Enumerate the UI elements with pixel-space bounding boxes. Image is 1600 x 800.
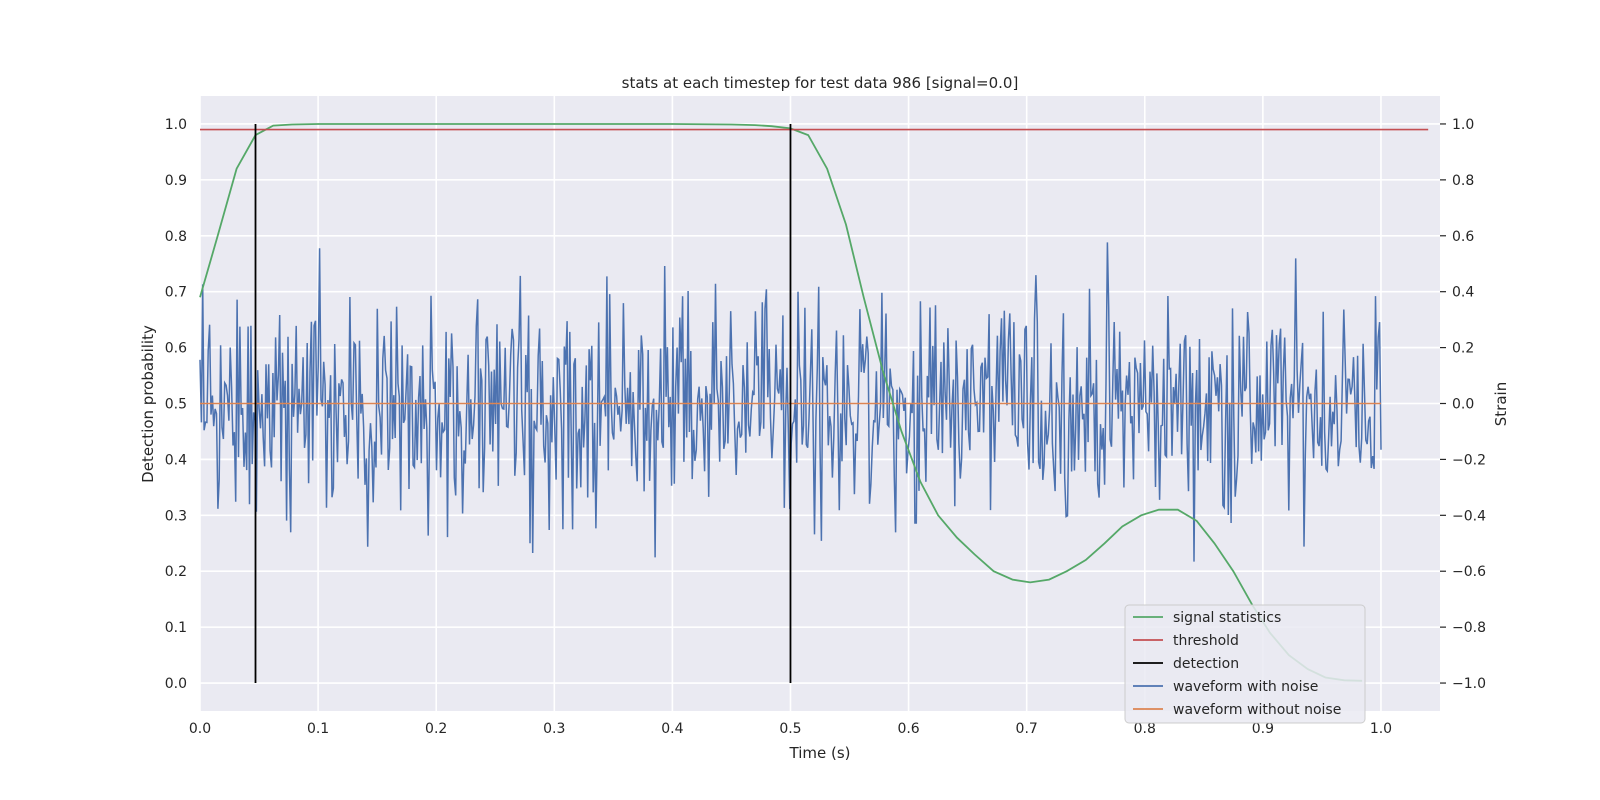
x-tick-label: 0.9 xyxy=(1252,721,1274,737)
ticks: 0.0 0.1 0.2 0.3 0.4 0.5 0.6 0.7 0.8 0.9 1.0 0.0 0.1 0… xyxy=(165,117,1486,737)
y-tick-label: 0.8 xyxy=(165,229,187,245)
y2-tick-label: 0.2 xyxy=(1452,341,1474,357)
y2-tick-label: 1.0 xyxy=(1452,117,1474,133)
y-tick-label: 0.3 xyxy=(165,508,187,524)
y-tick-label: 0.9 xyxy=(165,173,187,189)
x-tick-label: 0.2 xyxy=(425,721,447,737)
y2-axis-label: Strain xyxy=(1492,382,1510,426)
y2-tick-label: 0.6 xyxy=(1452,229,1474,245)
x-axis-label: Time (s) xyxy=(789,744,851,762)
x-tick-label: 0.0 xyxy=(189,721,211,737)
y-tick-label: 0.4 xyxy=(165,452,187,468)
y-tick-label: 0.0 xyxy=(165,676,187,692)
y-tick-label: 0.7 xyxy=(165,285,187,301)
legend-entry: detection xyxy=(1173,656,1239,672)
chart-title: stats at each timestep for test data 986… xyxy=(622,74,1019,92)
y2-tick-label: 0.0 xyxy=(1452,397,1474,413)
x-tick-label: 0.7 xyxy=(1016,721,1038,737)
y2-tick-label: −1.0 xyxy=(1452,676,1486,692)
y-tick-label: 0.2 xyxy=(165,564,187,580)
y2-tick-label: 0.8 xyxy=(1452,173,1474,189)
y2-tick-label: −0.6 xyxy=(1452,564,1486,580)
y-tick-label: 0.1 xyxy=(165,620,187,636)
y-tick-label: 1.0 xyxy=(165,117,187,133)
y-tick-label: 0.5 xyxy=(165,397,187,413)
legend-entry: threshold xyxy=(1173,633,1239,649)
y-axis-label: Detection probability xyxy=(139,325,157,483)
y2-tick-label: −0.4 xyxy=(1452,508,1486,524)
legend: signal statistics threshold detection wavef… xyxy=(1124,604,1366,724)
y-tick-label: 0.6 xyxy=(165,341,187,357)
series-layer xyxy=(199,123,1429,684)
legend-entry: signal statistics xyxy=(1173,610,1281,626)
legend-entry: waveform without noise xyxy=(1173,702,1341,718)
y2-tick-label: 0.4 xyxy=(1452,285,1474,301)
legend-box xyxy=(1124,604,1366,724)
y2-tick-label: −0.2 xyxy=(1452,452,1486,468)
legend-entry: waveform with noise xyxy=(1173,679,1318,695)
x-tick-label: 0.8 xyxy=(1134,721,1156,737)
x-tick-label: 0.3 xyxy=(543,721,565,737)
x-tick-label: 0.4 xyxy=(661,721,683,737)
x-tick-label: 0.1 xyxy=(307,721,329,737)
x-tick-label: 1.0 xyxy=(1370,721,1392,737)
x-tick-label: 0.5 xyxy=(779,721,801,737)
series-signal-statistics xyxy=(199,123,1363,682)
y2-tick-label: −0.8 xyxy=(1452,620,1486,636)
x-tick-label: 0.6 xyxy=(897,721,919,737)
